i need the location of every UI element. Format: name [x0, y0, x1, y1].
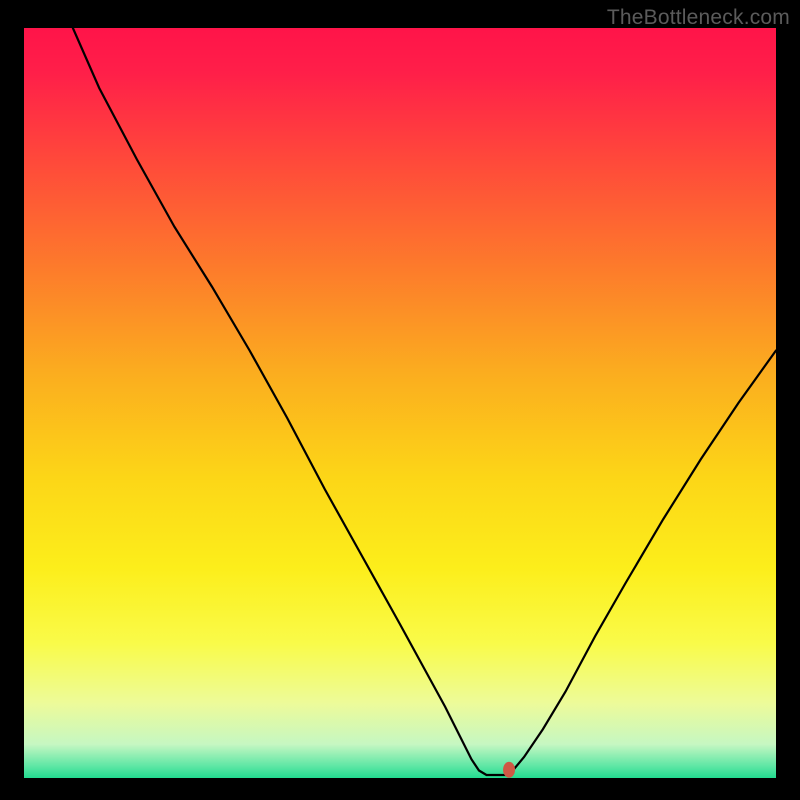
chart-container: TheBottleneck.com [0, 0, 800, 800]
plot-area [24, 28, 776, 778]
bottleneck-curve-chart [24, 28, 776, 778]
watermark-text: TheBottleneck.com [607, 6, 790, 30]
plot-background [24, 28, 776, 778]
selection-marker [503, 762, 515, 778]
